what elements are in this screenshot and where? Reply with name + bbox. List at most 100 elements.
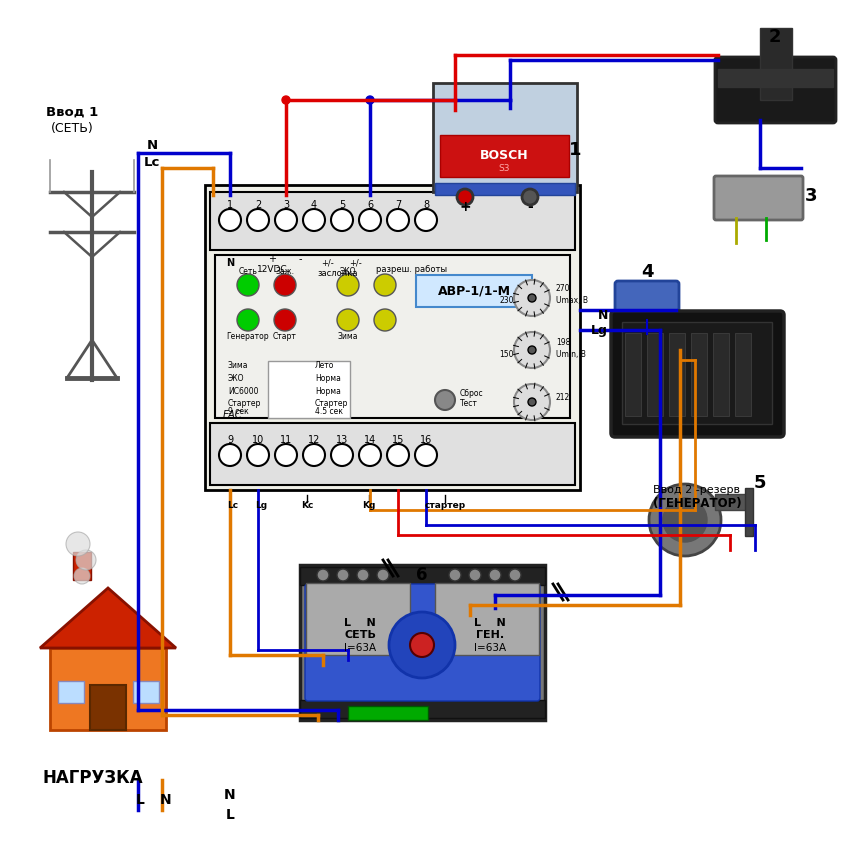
Text: ГЕН.: ГЕН. <box>476 630 504 640</box>
Circle shape <box>489 569 501 581</box>
Circle shape <box>237 274 259 296</box>
FancyBboxPatch shape <box>718 69 833 87</box>
Circle shape <box>274 274 296 296</box>
Text: Lg: Lg <box>591 324 608 337</box>
Text: 6: 6 <box>367 200 373 210</box>
Circle shape <box>303 209 325 231</box>
Circle shape <box>389 612 455 678</box>
Circle shape <box>528 398 536 406</box>
Circle shape <box>366 96 374 104</box>
Text: 1: 1 <box>569 141 581 159</box>
Text: 230: 230 <box>500 296 514 304</box>
Text: 10: 10 <box>252 435 264 445</box>
FancyBboxPatch shape <box>611 311 784 437</box>
FancyBboxPatch shape <box>305 584 540 701</box>
Text: Lc: Lc <box>228 501 239 509</box>
Circle shape <box>275 444 297 466</box>
FancyBboxPatch shape <box>50 648 166 730</box>
FancyBboxPatch shape <box>745 488 753 536</box>
Text: L: L <box>136 793 145 807</box>
Circle shape <box>247 209 269 231</box>
Text: ЕАС: ЕАС <box>222 410 241 420</box>
FancyBboxPatch shape <box>73 552 91 580</box>
Text: 8: 8 <box>423 200 429 210</box>
FancyBboxPatch shape <box>90 685 126 730</box>
Circle shape <box>457 189 473 205</box>
Text: Ввод 1: Ввод 1 <box>46 105 98 118</box>
Circle shape <box>74 568 90 584</box>
Circle shape <box>415 444 437 466</box>
Circle shape <box>663 498 707 542</box>
Text: -: - <box>298 254 302 264</box>
FancyBboxPatch shape <box>714 176 803 220</box>
Text: S3: S3 <box>498 163 510 173</box>
Text: Lg: Lg <box>255 501 267 509</box>
Text: Зима: Зима <box>228 360 248 370</box>
Text: L    N: L N <box>474 618 506 628</box>
Text: Тест: Тест <box>460 399 478 407</box>
Circle shape <box>274 309 296 331</box>
Text: Лето: Лето <box>315 360 334 370</box>
FancyBboxPatch shape <box>735 333 751 416</box>
FancyBboxPatch shape <box>133 681 159 703</box>
FancyBboxPatch shape <box>210 423 575 485</box>
Text: 150: 150 <box>500 349 514 359</box>
FancyBboxPatch shape <box>440 135 569 177</box>
Text: Заж.: Заж. <box>275 267 294 275</box>
Text: 6: 6 <box>416 566 428 584</box>
Text: 198: 198 <box>556 337 570 347</box>
FancyBboxPatch shape <box>669 333 685 416</box>
Text: Генератор: Генератор <box>227 332 269 341</box>
Text: заслонка: заслонка <box>318 269 358 277</box>
Text: 9: 9 <box>227 435 233 445</box>
Text: N: N <box>224 788 235 802</box>
Text: 7: 7 <box>395 200 401 210</box>
Circle shape <box>377 569 389 581</box>
Circle shape <box>469 569 481 581</box>
FancyBboxPatch shape <box>691 333 707 416</box>
Text: Ввод 2 -резерв: Ввод 2 -резерв <box>654 485 740 495</box>
Circle shape <box>357 569 369 581</box>
Text: ЭКО: ЭКО <box>340 267 356 275</box>
Circle shape <box>435 390 455 410</box>
Text: BOSCH: BOSCH <box>479 149 529 162</box>
Circle shape <box>374 274 396 296</box>
Circle shape <box>219 444 241 466</box>
Text: 13: 13 <box>336 435 348 445</box>
FancyBboxPatch shape <box>416 275 532 307</box>
Circle shape <box>337 274 359 296</box>
FancyBboxPatch shape <box>647 333 663 416</box>
Text: 4: 4 <box>311 200 317 210</box>
Text: +/-: +/- <box>321 258 334 268</box>
Circle shape <box>415 209 437 231</box>
FancyBboxPatch shape <box>760 28 792 100</box>
Circle shape <box>387 444 409 466</box>
Text: Сброс: Сброс <box>460 388 484 398</box>
FancyBboxPatch shape <box>300 565 545 720</box>
Text: 11: 11 <box>280 435 292 445</box>
Text: Сеть: Сеть <box>239 267 258 275</box>
Text: L: L <box>225 808 235 822</box>
FancyBboxPatch shape <box>433 83 577 192</box>
Text: L    N: L N <box>344 618 376 628</box>
Circle shape <box>374 309 396 331</box>
Circle shape <box>247 444 269 466</box>
FancyBboxPatch shape <box>215 255 570 418</box>
Text: I=63А: I=63А <box>474 643 506 653</box>
Text: 2: 2 <box>768 28 781 46</box>
Text: Норма: Норма <box>315 373 341 382</box>
FancyBboxPatch shape <box>300 567 545 585</box>
Circle shape <box>359 209 381 231</box>
Circle shape <box>303 444 325 466</box>
Text: стартер: стартер <box>424 501 466 509</box>
FancyBboxPatch shape <box>348 706 428 720</box>
Text: 212: 212 <box>556 393 570 401</box>
Circle shape <box>528 346 536 354</box>
Circle shape <box>337 309 359 331</box>
FancyBboxPatch shape <box>622 322 772 424</box>
Text: Umax, В: Umax, В <box>556 296 588 304</box>
Circle shape <box>359 444 381 466</box>
Text: ЭКО: ЭКО <box>228 373 245 382</box>
Circle shape <box>528 294 536 302</box>
Circle shape <box>514 332 550 368</box>
